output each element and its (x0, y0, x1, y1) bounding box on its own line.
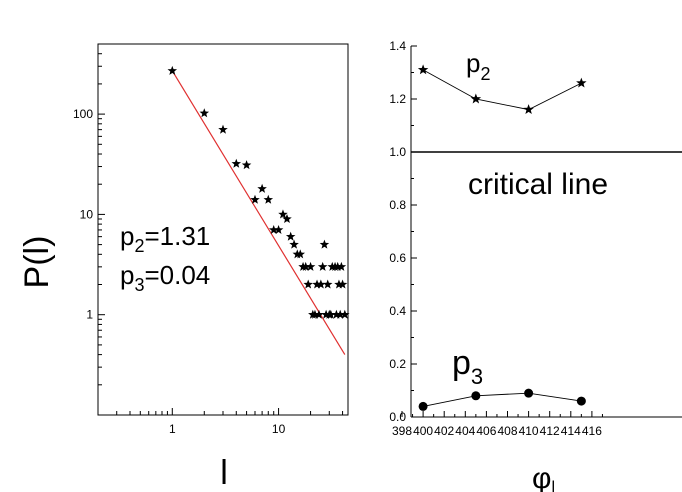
series-marker-star (576, 77, 587, 88)
left-y-tick-label: 100 (73, 107, 93, 121)
data-point (285, 231, 296, 241)
left-x-ticks: 1 10 (97, 408, 344, 436)
data-point (268, 224, 279, 234)
series-marker-circle (418, 401, 428, 411)
data-point (310, 309, 320, 319)
left-panel: 1 10 1 10 100 p2=1.31 p3=0.04 P(l) l (18, 43, 350, 492)
right-x-tick-label: 410 (519, 424, 539, 438)
left-points (167, 65, 350, 319)
annotation-p2: p2=1.31 (120, 221, 210, 256)
series-label-p3: p3 (452, 344, 483, 389)
right-y-tick-label: 1.4 (389, 39, 406, 53)
left-y-tick-label: 10 (80, 207, 94, 221)
data-point (316, 279, 326, 289)
data-point (340, 309, 350, 319)
critical-line-label: critical line (468, 168, 608, 201)
right-x-tick-label: 404 (455, 424, 475, 438)
data-point (317, 261, 328, 271)
data-point (337, 279, 348, 289)
left-x-tick-label: 1 (169, 422, 176, 436)
right-x-tick-label: 408 (497, 424, 517, 438)
right-y-tick-label: 0.8 (389, 198, 406, 212)
data-point (218, 124, 228, 134)
right-x-ticks: 398 400 402 404 406 408 410 412 414 416 (392, 411, 603, 438)
data-point (322, 279, 333, 289)
right-x-tick-label: 416 (582, 424, 602, 438)
right-x-tick-label: 412 (540, 424, 560, 438)
right-y-tick-label: 0.6 (389, 251, 406, 265)
data-point (305, 261, 316, 271)
data-point (336, 261, 347, 271)
data-point (303, 279, 313, 289)
series-marker-star (523, 104, 534, 115)
data-point (241, 160, 252, 170)
data-point (312, 279, 322, 289)
series-marker-circle (524, 388, 534, 398)
right-x-tick-label: 402 (434, 424, 454, 438)
right-y-tick-label: 0.4 (389, 304, 406, 318)
series-marker-star (417, 64, 429, 75)
right-x-tick-label: 414 (561, 424, 581, 438)
series-marker-circle (471, 391, 481, 401)
left-x-axis-label: l (220, 454, 228, 492)
data-point (326, 309, 336, 319)
right-x-tick-label: 406 (476, 424, 496, 438)
series-line-0 (422, 69, 582, 111)
data-point (199, 108, 210, 118)
right-x-tick-label: 398 (392, 424, 412, 438)
data-point (289, 239, 299, 249)
right-y-tick-label: 1.2 (389, 92, 406, 106)
left-y-axis-label: P(l) (18, 236, 56, 289)
data-point (319, 239, 330, 249)
series-label-p2: p2 (466, 48, 490, 84)
data-point (250, 194, 260, 204)
data-point (295, 249, 306, 259)
left-y-tick-label: 1 (86, 308, 93, 322)
data-point (273, 224, 284, 234)
series-marker-star (470, 93, 482, 104)
data-point (314, 309, 324, 319)
right-y-tick-label: 0.0 (389, 410, 406, 424)
right-y-tick-label: 0.2 (389, 357, 406, 371)
right-x-tick-label: 400 (413, 424, 433, 438)
fit-line (171, 70, 346, 355)
right-y-tick-label: 1.0 (389, 145, 406, 159)
right-y-ticks: 0.0 0.2 0.4 0.6 0.8 1.0 1.2 1.4 (389, 39, 417, 424)
data-point (263, 194, 274, 204)
data-point (231, 158, 242, 168)
data-point (331, 309, 342, 319)
right-series (417, 64, 587, 411)
data-point (334, 279, 344, 289)
data-point (300, 261, 311, 271)
series-marker-circle (576, 396, 586, 406)
data-point (335, 309, 345, 319)
annotation-p3: p3=0.04 (120, 260, 210, 295)
data-point (278, 209, 288, 219)
right-x-axis-label: φl (532, 462, 555, 492)
data-point (282, 213, 292, 224)
data-point (332, 261, 343, 271)
right-panel: 398 400 402 404 406 408 410 412 414 416 0.0 0.2 0.4… (389, 39, 682, 492)
left-y-ticks: 1 10 100 (73, 43, 105, 416)
left-x-tick-label: 10 (272, 422, 286, 436)
data-point (257, 183, 267, 193)
data-point (167, 65, 178, 75)
series-line-1 (423, 392, 582, 407)
fit-line-group (171, 70, 346, 355)
left-plot-frame (97, 43, 349, 416)
